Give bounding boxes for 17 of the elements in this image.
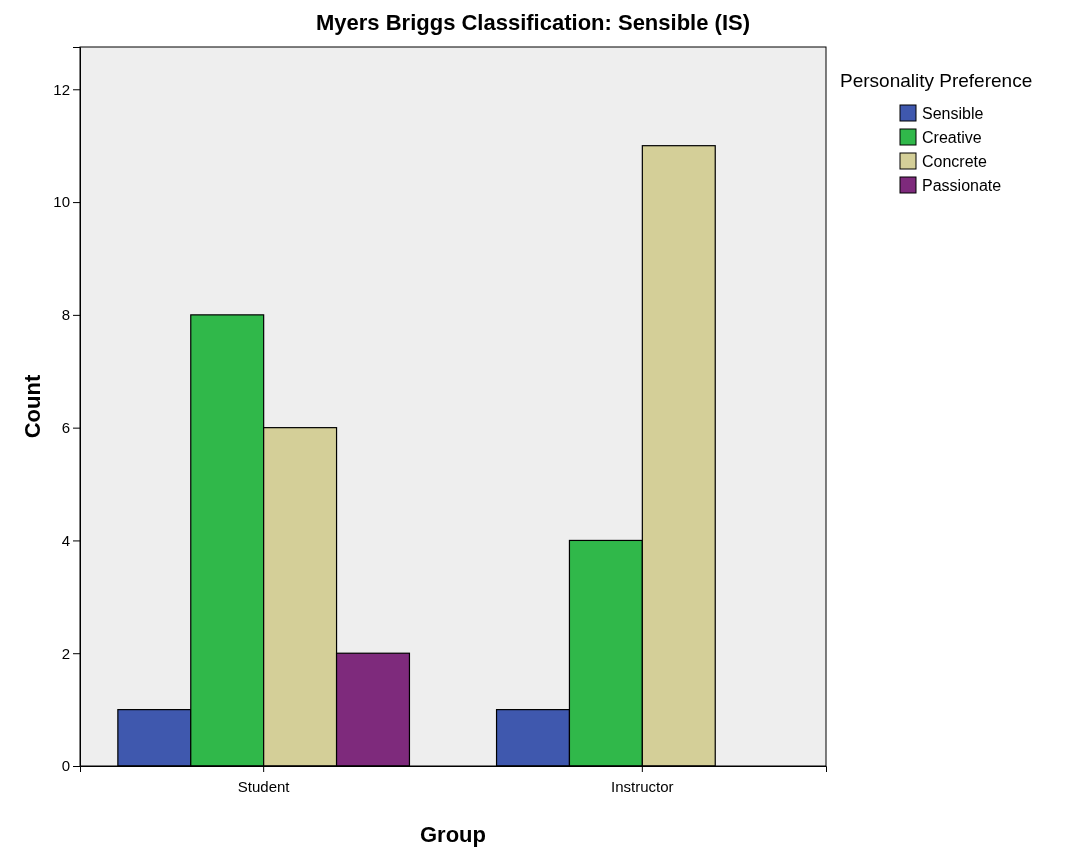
legend-title: Personality Preference bbox=[840, 70, 1033, 91]
y-axis-title: Count bbox=[20, 374, 45, 439]
x-tick-label: Instructor bbox=[611, 777, 674, 795]
y-tick-label: 2 bbox=[61, 644, 70, 662]
y-tick-label: 10 bbox=[53, 193, 70, 211]
y-tick-label: 4 bbox=[61, 531, 70, 549]
x-axis-title: Group bbox=[420, 822, 486, 847]
y-tick-label: 12 bbox=[53, 80, 70, 98]
legend-label: Sensible bbox=[922, 105, 984, 122]
chart-title: Myers Briggs Classification: Sensible (IS) bbox=[315, 10, 751, 35]
y-tick-label: 6 bbox=[61, 418, 70, 436]
y-tick-label: 8 bbox=[61, 306, 70, 324]
legend-label: Concrete bbox=[922, 153, 988, 170]
y-tick-label: 0 bbox=[61, 757, 70, 775]
x-tick-label: Student bbox=[237, 777, 291, 795]
legend-label: Creative bbox=[922, 129, 982, 146]
legend-label: Passionate bbox=[922, 177, 1002, 194]
